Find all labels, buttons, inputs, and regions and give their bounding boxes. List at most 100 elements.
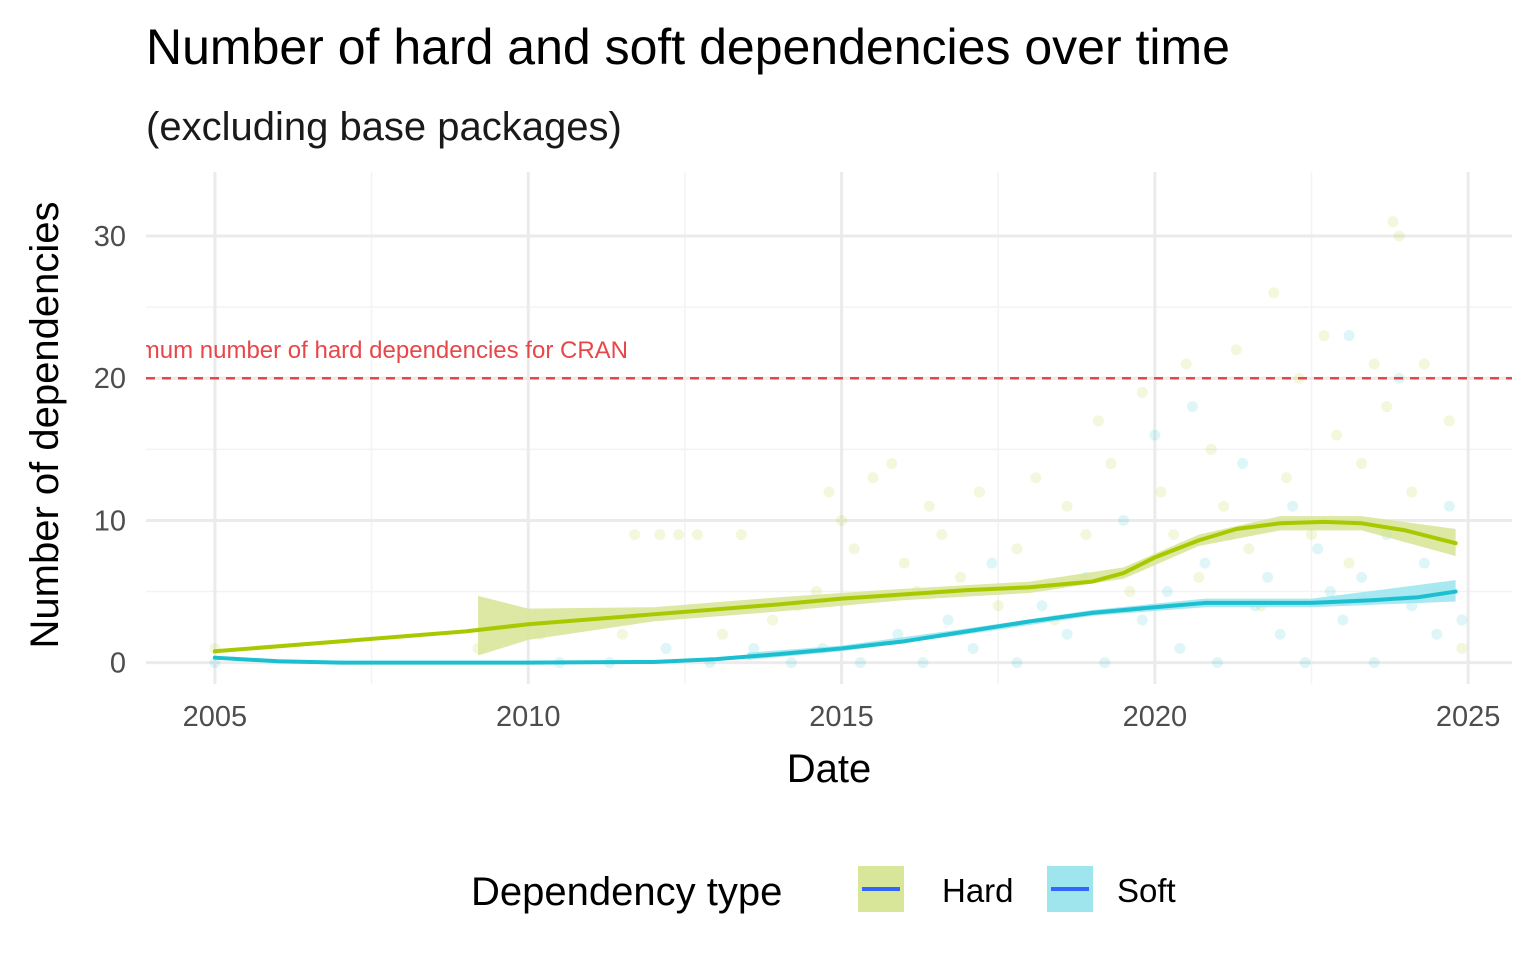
point-hard bbox=[673, 529, 685, 541]
point-soft bbox=[1136, 614, 1148, 626]
point-soft bbox=[748, 642, 760, 654]
chart-subtitle: (excluding base packages) bbox=[146, 105, 622, 149]
point-hard bbox=[1193, 571, 1205, 583]
point-hard bbox=[1393, 230, 1405, 242]
legend-label-hard: Hard bbox=[942, 872, 1014, 909]
point-soft bbox=[1299, 657, 1311, 669]
point-soft bbox=[1418, 557, 1430, 569]
point-soft bbox=[785, 657, 797, 669]
point-soft bbox=[1343, 330, 1355, 342]
point-soft bbox=[892, 628, 904, 640]
x-tick-label: 2010 bbox=[496, 701, 561, 733]
axis-ticks: 2005 2010 2015 2020 2025 0 10 20 30 bbox=[94, 221, 1501, 733]
point-hard bbox=[1406, 486, 1418, 498]
point-hard bbox=[1061, 500, 1073, 512]
point-soft bbox=[1149, 429, 1161, 441]
point-soft bbox=[1368, 657, 1380, 669]
point-soft bbox=[1337, 614, 1349, 626]
point-hard bbox=[1343, 557, 1355, 569]
x-tick-label: 2005 bbox=[183, 701, 248, 733]
point-hard bbox=[823, 486, 835, 498]
point-hard bbox=[1180, 358, 1192, 370]
point-soft bbox=[986, 557, 998, 569]
point-hard bbox=[886, 458, 898, 470]
point-soft bbox=[917, 657, 929, 669]
point-soft bbox=[1211, 657, 1223, 669]
point-hard bbox=[955, 571, 967, 583]
point-hard bbox=[973, 486, 985, 498]
point-soft bbox=[1118, 514, 1130, 526]
point-hard bbox=[654, 529, 666, 541]
point-hard bbox=[936, 529, 948, 541]
point-hard bbox=[1280, 472, 1292, 484]
point-hard bbox=[1030, 472, 1042, 484]
point-soft bbox=[1011, 657, 1023, 669]
point-hard bbox=[1205, 443, 1217, 455]
y-tick-label: 0 bbox=[110, 648, 126, 680]
point-soft bbox=[1356, 571, 1368, 583]
point-soft bbox=[1443, 500, 1455, 512]
point-hard bbox=[629, 529, 641, 541]
point-soft bbox=[1061, 628, 1073, 640]
point-hard bbox=[716, 628, 728, 640]
point-soft bbox=[1161, 586, 1173, 598]
chart-title: Number of hard and soft dependencies ove… bbox=[146, 19, 1230, 75]
legend: Dependency type Hard Soft bbox=[471, 866, 1176, 914]
point-hard bbox=[691, 529, 703, 541]
point-hard bbox=[1230, 344, 1242, 356]
point-hard bbox=[1418, 358, 1430, 370]
smooth-lines bbox=[212, 519, 1458, 665]
point-soft bbox=[1456, 614, 1468, 626]
point-soft bbox=[854, 657, 866, 669]
point-hard bbox=[1381, 401, 1393, 413]
point-hard bbox=[735, 529, 747, 541]
cran-limit-label: Maximum number of hard dependencies for … bbox=[89, 337, 628, 364]
point-hard bbox=[1092, 415, 1104, 427]
point-hard bbox=[1155, 486, 1167, 498]
point-soft bbox=[1199, 557, 1211, 569]
point-hard bbox=[848, 543, 860, 555]
point-hard bbox=[923, 500, 935, 512]
x-axis-title: Date bbox=[787, 747, 872, 791]
point-hard bbox=[810, 586, 822, 598]
point-soft bbox=[1312, 543, 1324, 555]
point-hard bbox=[1105, 458, 1117, 470]
point-hard bbox=[1218, 500, 1230, 512]
point-hard bbox=[836, 514, 848, 526]
legend-title: Dependency type bbox=[471, 870, 782, 914]
point-hard bbox=[1456, 642, 1468, 654]
point-soft bbox=[1287, 500, 1299, 512]
band-hard bbox=[478, 516, 1456, 656]
point-soft bbox=[1186, 401, 1198, 413]
point-hard bbox=[898, 557, 910, 569]
point-hard bbox=[767, 614, 779, 626]
y-tick-label: 20 bbox=[94, 363, 126, 395]
point-soft bbox=[1174, 642, 1186, 654]
point-hard bbox=[1243, 543, 1255, 555]
x-tick-label: 2015 bbox=[809, 701, 874, 733]
point-hard bbox=[992, 600, 1004, 612]
x-tick-label: 2025 bbox=[1436, 701, 1501, 733]
legend-label-soft: Soft bbox=[1117, 872, 1176, 909]
point-hard bbox=[616, 628, 628, 640]
point-hard bbox=[1443, 415, 1455, 427]
point-soft bbox=[660, 642, 672, 654]
y-tick-label: 10 bbox=[94, 505, 126, 537]
point-hard bbox=[1268, 287, 1280, 299]
point-hard bbox=[1331, 429, 1343, 441]
point-hard bbox=[1368, 358, 1380, 370]
point-hard bbox=[1387, 216, 1399, 228]
point-soft bbox=[1237, 458, 1249, 470]
point-hard bbox=[867, 472, 879, 484]
point-hard bbox=[1124, 586, 1136, 598]
legend-item-soft: Soft bbox=[1047, 866, 1176, 912]
point-hard bbox=[1356, 458, 1368, 470]
point-soft bbox=[1431, 628, 1443, 640]
point-soft bbox=[1036, 600, 1048, 612]
smooth-line-soft bbox=[212, 589, 1458, 665]
point-soft bbox=[1099, 657, 1111, 669]
point-soft bbox=[1324, 586, 1336, 598]
y-axis-title: Number of dependencies bbox=[23, 202, 67, 649]
point-soft bbox=[1262, 571, 1274, 583]
